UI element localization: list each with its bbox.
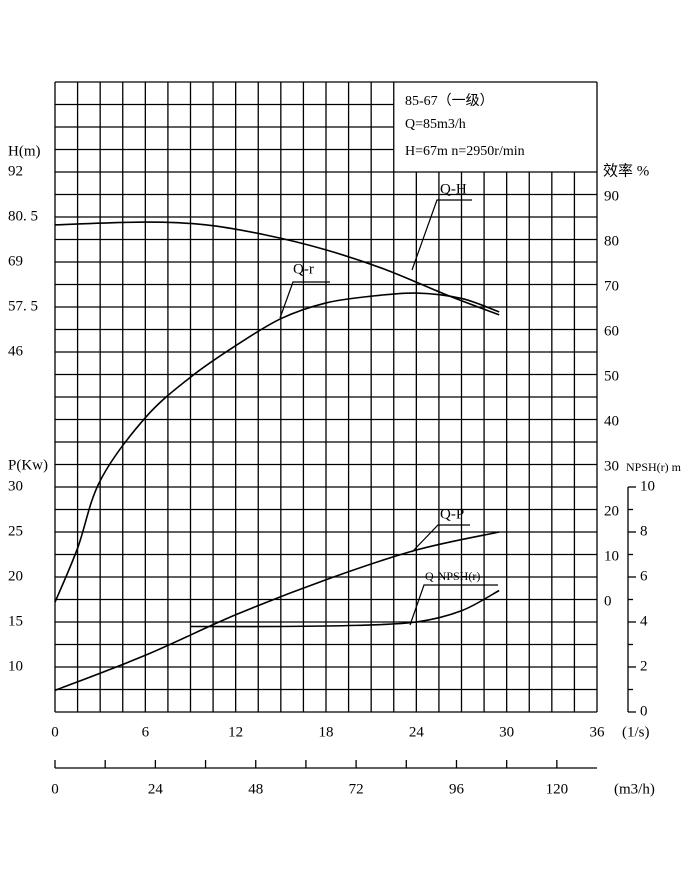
curve-label: Q-H <box>440 181 467 197</box>
y4-tick-label: 2 <box>640 658 648 674</box>
y2-tick-label: 10 <box>8 658 23 674</box>
y-tick-label: 92 <box>8 163 23 179</box>
y3-tick-label: 70 <box>604 279 619 295</box>
info-line: 85-67（一级） <box>405 93 494 109</box>
y4-tick-label: 10 <box>640 478 655 494</box>
x-tick-label: 36 <box>590 724 606 740</box>
y3-axis-title: 效率 % <box>603 162 649 179</box>
x2-tick-label: 0 <box>51 781 59 797</box>
y2-tick-label: 15 <box>8 613 23 629</box>
x-tick-label: 0 <box>51 724 59 740</box>
y4-tick-label: 4 <box>640 613 648 629</box>
curve <box>54 221 500 316</box>
x2-tick-label: 120 <box>546 781 569 797</box>
x-tick-label: 6 <box>142 724 150 740</box>
y-tick-label: 57. 5 <box>8 298 38 314</box>
x-tick-label: 30 <box>499 724 514 740</box>
y3-tick-label: 10 <box>604 549 619 565</box>
info-line: Q=85m3/h <box>405 117 466 132</box>
curve <box>190 589 500 628</box>
y4-axis-title: NPSH(r) m <box>626 460 682 474</box>
y2-tick-label: 25 <box>8 523 23 539</box>
x2-tick-label: 96 <box>449 781 465 797</box>
y3-tick-label: 60 <box>604 324 619 340</box>
x-tick-label: 12 <box>228 724 243 740</box>
curve <box>54 292 500 603</box>
y3-tick-label: 50 <box>604 369 619 385</box>
y4-tick-label: 6 <box>640 568 648 584</box>
x-tick-label: 24 <box>409 724 425 740</box>
y3-tick-label: 0 <box>604 594 612 610</box>
leader-line <box>411 199 472 271</box>
y3-tick-label: 40 <box>604 414 619 430</box>
y3-tick-label: 20 <box>604 504 619 520</box>
y-tick-label: 69 <box>8 253 23 269</box>
y3-tick-label: 90 <box>604 189 619 205</box>
y-axis-title: H(m) <box>8 143 41 159</box>
y2-tick-label: 20 <box>8 568 23 584</box>
curve-label: Q-NPSH(r) <box>425 569 480 583</box>
y2-tick-label: 30 <box>8 478 23 494</box>
leader-line <box>409 584 498 626</box>
curve <box>54 531 500 692</box>
y3-tick-label: 80 <box>604 234 619 250</box>
y2-axis-title: P(Kw) <box>8 457 48 473</box>
y4-tick-label: 8 <box>640 523 648 539</box>
leader-line <box>411 524 470 553</box>
y-tick-label: 80. 5 <box>8 208 38 224</box>
x2-tick-label: 24 <box>148 781 164 797</box>
y3-tick-label: 30 <box>604 459 619 475</box>
curve-label: Q-P <box>440 506 464 522</box>
y4-tick-label: 0 <box>640 703 648 719</box>
x-axis-title: (1/s) <box>622 724 650 740</box>
x2-tick-label: 48 <box>248 781 263 797</box>
x2-tick-label: 72 <box>349 781 364 797</box>
x-tick-label: 18 <box>319 724 334 740</box>
info-line: H=67m n=2950r/min <box>405 144 525 159</box>
x2-axis-title: (m3/h) <box>614 781 655 797</box>
curve-label: Q-r <box>293 261 314 277</box>
y-tick-label: 46 <box>8 343 24 359</box>
leader-line <box>279 281 330 319</box>
